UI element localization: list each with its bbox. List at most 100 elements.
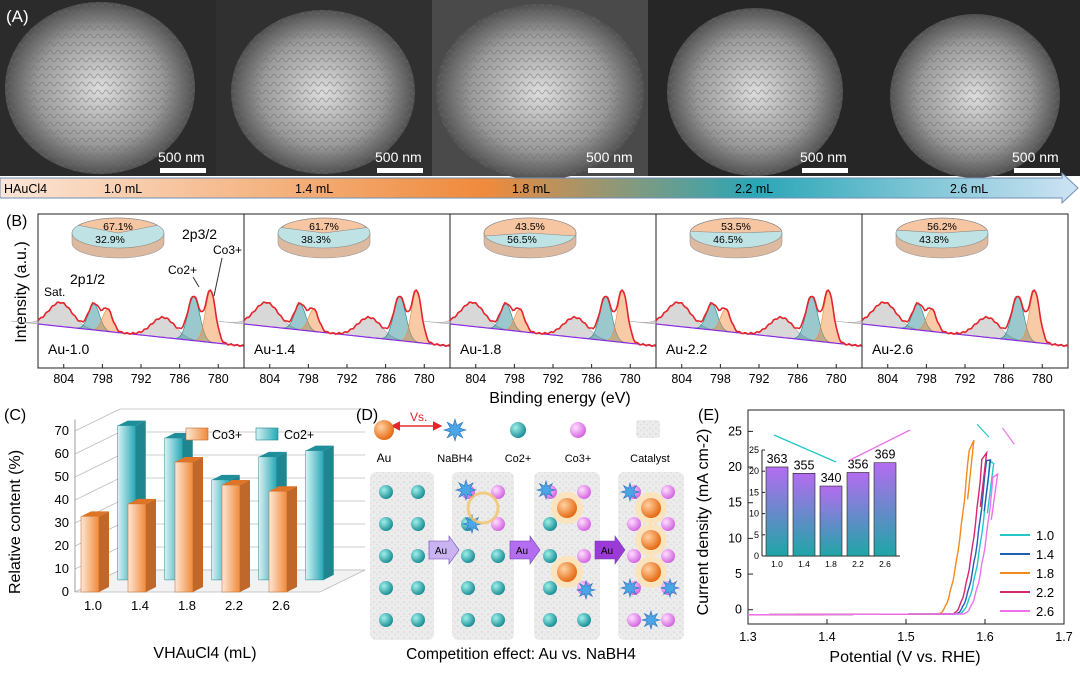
scale-bar — [160, 168, 206, 173]
xps-tick-label: 792 — [749, 372, 770, 386]
lsv-legend-label: 2.2 — [1036, 585, 1054, 600]
au-particle — [641, 498, 661, 518]
pie-slice-co3 — [896, 217, 988, 234]
grid-line — [74, 477, 121, 501]
xps-spectrum: 804 798 792 786 780 Au-1.8 43.5%56.5% — [423, 213, 657, 386]
pie-slice-co3 — [77, 217, 159, 234]
volume-label: 1.8 mL — [512, 182, 550, 196]
xps-tick-label: 780 — [414, 372, 435, 386]
y-tick-label: 50 — [55, 469, 69, 484]
x-tick-label: 1.4 — [818, 630, 835, 644]
pie-label-top: 53.5% — [721, 221, 751, 233]
panel-e-ylabel: Current density (mA cm-2) — [695, 429, 712, 616]
xps-tick-label: 792 — [131, 372, 152, 386]
xps-spectrum: 804 798 792 786 780 Au-2.2 53.5%46.5% — [629, 213, 863, 386]
legend-au: Au — [377, 451, 392, 465]
xps-baseline — [449, 323, 657, 347]
sat-annotation: Sat. — [44, 285, 65, 299]
bar-co2-top — [258, 451, 287, 457]
bar-co3-side — [99, 511, 109, 592]
x-tick-label: 1.0 — [84, 598, 102, 613]
xps-baseline — [243, 323, 451, 347]
panel-e: (E) Current density (mA cm-2) Potential … — [695, 407, 1073, 666]
scheme-column — [370, 472, 434, 640]
co3-pointer — [213, 257, 223, 297]
xps-envelope — [655, 288, 863, 347]
bar-co3-top — [269, 486, 297, 492]
cobalt-ion — [411, 549, 425, 563]
bar-co2-top — [305, 445, 334, 451]
xps-sample-label: Au-1.0 — [48, 341, 89, 357]
cobalt-ion — [379, 485, 393, 499]
catalyst-block — [370, 472, 434, 640]
legend-co3: Co3+ — [565, 453, 592, 465]
au-arrow-shape — [428, 535, 460, 565]
cobalt-ion — [491, 581, 505, 595]
xps-tick-label: 804 — [671, 372, 692, 386]
x-tick-label: 2.6 — [272, 598, 290, 613]
volume-label: 2.6 mL — [950, 182, 988, 196]
vs-text: Vs. — [410, 410, 427, 424]
au-particle — [557, 562, 577, 582]
lsv-legend-label: 1.0 — [1036, 528, 1054, 543]
bar-co3 — [221, 480, 250, 593]
sem-image-5 — [864, 0, 1080, 178]
bar-co2-side — [323, 445, 334, 580]
scale-bar-label: 500 nm — [586, 149, 633, 165]
xps-sample-label: Au-1.4 — [254, 341, 295, 357]
panel-b-ylabel: Intensity (a.u.) — [13, 241, 30, 342]
pie-label-top: 56.2% — [927, 221, 957, 233]
cobalt-ion — [411, 485, 425, 499]
xps-tick-label: 780 — [620, 372, 641, 386]
scheme-column — [618, 472, 684, 640]
xps-tick-label: 798 — [710, 372, 731, 386]
panel-b-xlabel: Binding energy (eV) — [489, 390, 630, 407]
panel-a: (A) 500 nm 500 nm 500 nm 500 nm 500 nm H… — [0, 0, 1080, 205]
pie-label-top: 67.1% — [103, 221, 133, 233]
au-arrow-label: Au — [516, 546, 528, 557]
panel-d: (D) Vs. Au NaBH4 Co2+ Co3+ Catalyst Au Au… — [356, 407, 684, 663]
xps-tick-label: 786 — [169, 372, 190, 386]
xps-sample-label: Au-2.6 — [872, 341, 913, 357]
xps-tick-label: 798 — [504, 372, 525, 386]
xps-tick-label: 804 — [465, 372, 486, 386]
nabh4-icon — [454, 478, 478, 502]
xps-baseline — [655, 323, 863, 347]
nabh4-icon — [575, 579, 597, 601]
xps-tick-label: 798 — [298, 372, 319, 386]
legend-swatch-co2 — [255, 427, 279, 441]
inset-trend-arrow-up — [849, 429, 911, 461]
bar-co3-side — [193, 457, 203, 592]
co2-pointer — [192, 276, 200, 288]
y-tick-label: 0 — [62, 584, 69, 599]
x-tick-label: 1.6 — [976, 630, 993, 644]
inset-y-tick-label: 0 — [754, 551, 759, 561]
pie-label-top: 43.5% — [515, 221, 545, 233]
au-particle — [641, 530, 661, 550]
inset-bar — [846, 472, 870, 557]
scale-bar — [588, 168, 634, 173]
au-arrow-label: Au — [435, 546, 447, 557]
grid-line — [74, 431, 121, 455]
xps-tick-label: 798 — [916, 372, 937, 386]
bar-co3-front — [174, 461, 194, 593]
y-tick-label: 15 — [728, 496, 742, 510]
inset-bar-label: 363 — [767, 452, 788, 466]
cobalt-ion — [661, 517, 675, 531]
co2-annotation: Co2+ — [168, 263, 197, 277]
bar-co3-front — [268, 491, 288, 593]
panel-c: (C) Relative content (%) VHAuCl4 (mL) 01… — [4, 407, 366, 662]
inset-bar — [765, 466, 789, 557]
xps-tick-label: 804 — [877, 372, 898, 386]
cobalt-ion — [379, 581, 393, 595]
pie-label-bottom: 43.8% — [919, 234, 949, 246]
cobalt-ion — [461, 549, 475, 563]
cobalt-ion — [543, 581, 557, 595]
scheme-column — [534, 472, 600, 640]
bar-co3-front — [80, 516, 100, 593]
bar-co3-front — [221, 484, 241, 593]
xps-tick-label: 786 — [581, 372, 602, 386]
scale-bars: 500 nm 500 nm 500 nm 500 nm 500 nm — [158, 149, 1060, 173]
xps-sample-label: Au-2.2 — [666, 341, 707, 357]
xps-tick-label: 780 — [1032, 372, 1053, 386]
